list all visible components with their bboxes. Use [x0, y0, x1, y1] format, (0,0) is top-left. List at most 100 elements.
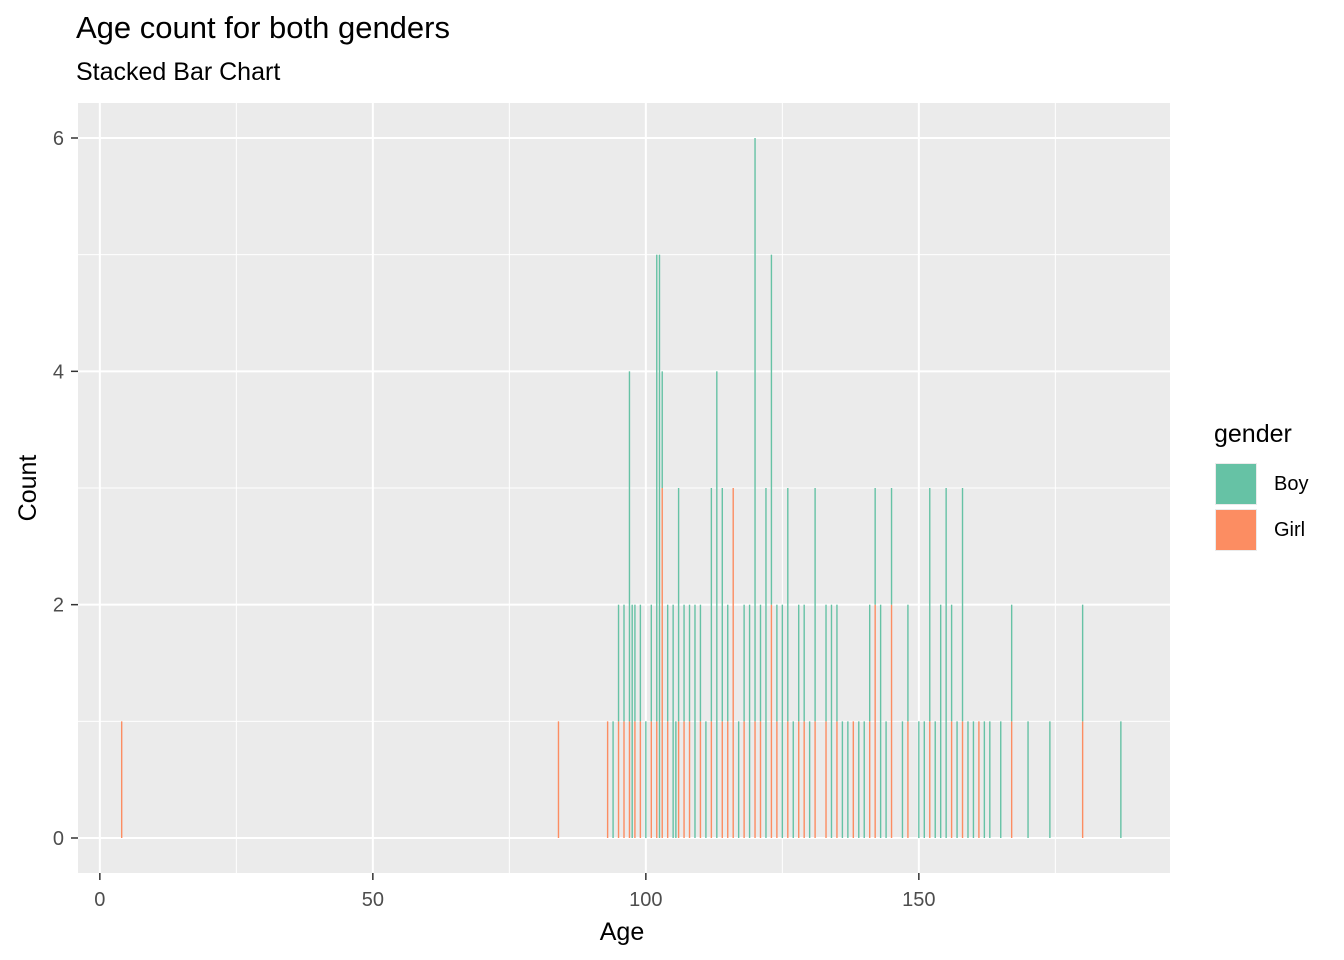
- x-tick-label: 50: [362, 889, 384, 911]
- bar-boy: [808, 721, 811, 838]
- bar-girl: [929, 721, 931, 838]
- bar-boy: [683, 604, 685, 722]
- bar-boy: [656, 254, 658, 722]
- bar-girl: [869, 721, 871, 838]
- bar-boy: [694, 604, 696, 838]
- bar-girl: [978, 721, 980, 838]
- bar-boy: [675, 721, 677, 838]
- bar-girl: [825, 721, 827, 838]
- bar-girl: [606, 721, 609, 838]
- legend-swatch-boy: [1216, 464, 1256, 504]
- bar-boy: [934, 721, 936, 838]
- bar-boy: [961, 488, 964, 722]
- bar-girl: [836, 721, 838, 838]
- bar-boy: [918, 721, 920, 838]
- bar-boy: [737, 721, 740, 838]
- bar-boy: [967, 721, 969, 838]
- bar-girl: [727, 721, 729, 838]
- bar-girl: [120, 721, 123, 838]
- bar-boy: [639, 604, 642, 722]
- bar-boy: [628, 371, 631, 722]
- bar-boy: [781, 604, 784, 838]
- legend-swatch-girl: [1216, 510, 1256, 550]
- bar-girl: [557, 721, 560, 838]
- bar-boy: [858, 721, 860, 838]
- bar-girl: [628, 721, 631, 838]
- bar-girl: [650, 721, 652, 838]
- legend-item-boy: Boy: [1214, 461, 1334, 507]
- y-axis-title: Count: [14, 455, 42, 522]
- bar-boy: [759, 604, 762, 722]
- bar-boy: [863, 721, 865, 838]
- legend-key-girl: [1214, 508, 1258, 552]
- bar-girl: [950, 721, 953, 838]
- x-tick-label: 0: [94, 889, 105, 911]
- bar-boy: [929, 488, 931, 722]
- bar-boy: [869, 604, 871, 722]
- x-axis: 0 50 100 150: [94, 873, 936, 911]
- legend-item-girl: Girl: [1214, 507, 1334, 553]
- bar-boy: [874, 488, 876, 605]
- bars: [120, 138, 1122, 838]
- x-axis-title: Age: [600, 918, 644, 946]
- bar-girl: [677, 721, 680, 838]
- bar-boy: [688, 604, 691, 722]
- bar-boy: [989, 721, 991, 838]
- bar-boy: [939, 604, 942, 838]
- bar-boy: [612, 721, 614, 838]
- bar-boy: [792, 721, 794, 838]
- bar-girl: [699, 721, 702, 838]
- bar-boy: [885, 721, 887, 838]
- bar-girl: [787, 721, 789, 838]
- bar-girl: [852, 721, 855, 838]
- bar-girl: [890, 604, 893, 838]
- y-tick-label: 4: [53, 361, 64, 383]
- bar-boy: [841, 721, 844, 838]
- bar-girl: [803, 721, 805, 838]
- bar-boy: [836, 604, 838, 722]
- bar-boy: [770, 254, 773, 605]
- bar-girl: [656, 721, 658, 838]
- bar-boy: [710, 488, 713, 722]
- bar-boy: [666, 604, 669, 722]
- bar-boy: [798, 604, 800, 722]
- bar-girl: [1010, 721, 1013, 838]
- y-tick-label: 6: [53, 128, 64, 150]
- bar-boy: [825, 604, 827, 722]
- bar-boy: [787, 488, 789, 722]
- bar-girl: [814, 721, 816, 838]
- bar-boy: [956, 721, 958, 838]
- bar-boy: [672, 604, 674, 838]
- bar-boy: [765, 488, 767, 838]
- bar-boy: [1081, 604, 1084, 722]
- bar-boy: [830, 604, 833, 838]
- bar-girl: [907, 721, 909, 838]
- bar-boy: [623, 604, 625, 722]
- bar-girl: [666, 721, 669, 838]
- bar-boy: [972, 721, 975, 838]
- bar-boy: [803, 604, 805, 722]
- bar-boy: [727, 604, 729, 722]
- bar-boy: [901, 721, 904, 838]
- y-tick-label: 0: [53, 828, 64, 850]
- legend-key-boy: [1214, 462, 1258, 506]
- legend-title: gender: [1214, 420, 1292, 448]
- bar-girl: [754, 721, 756, 838]
- x-tick-label: 100: [629, 889, 662, 911]
- bar-boy: [945, 488, 947, 838]
- bar-boy: [721, 488, 723, 722]
- bar-girl: [721, 721, 723, 838]
- bar-boy: [847, 721, 849, 838]
- bar-boy: [814, 488, 816, 722]
- bar-boy: [699, 604, 702, 722]
- legend-label-girl: Girl: [1274, 518, 1306, 541]
- bar-boy: [748, 604, 751, 838]
- bar-girl: [661, 488, 663, 838]
- bar-boy: [634, 604, 636, 722]
- bar-boy: [716, 371, 718, 838]
- bar-boy: [890, 488, 893, 605]
- bar-girl: [623, 721, 625, 838]
- chart-subtitle: Stacked Bar Chart: [76, 58, 281, 86]
- x-tick-label: 150: [902, 889, 935, 911]
